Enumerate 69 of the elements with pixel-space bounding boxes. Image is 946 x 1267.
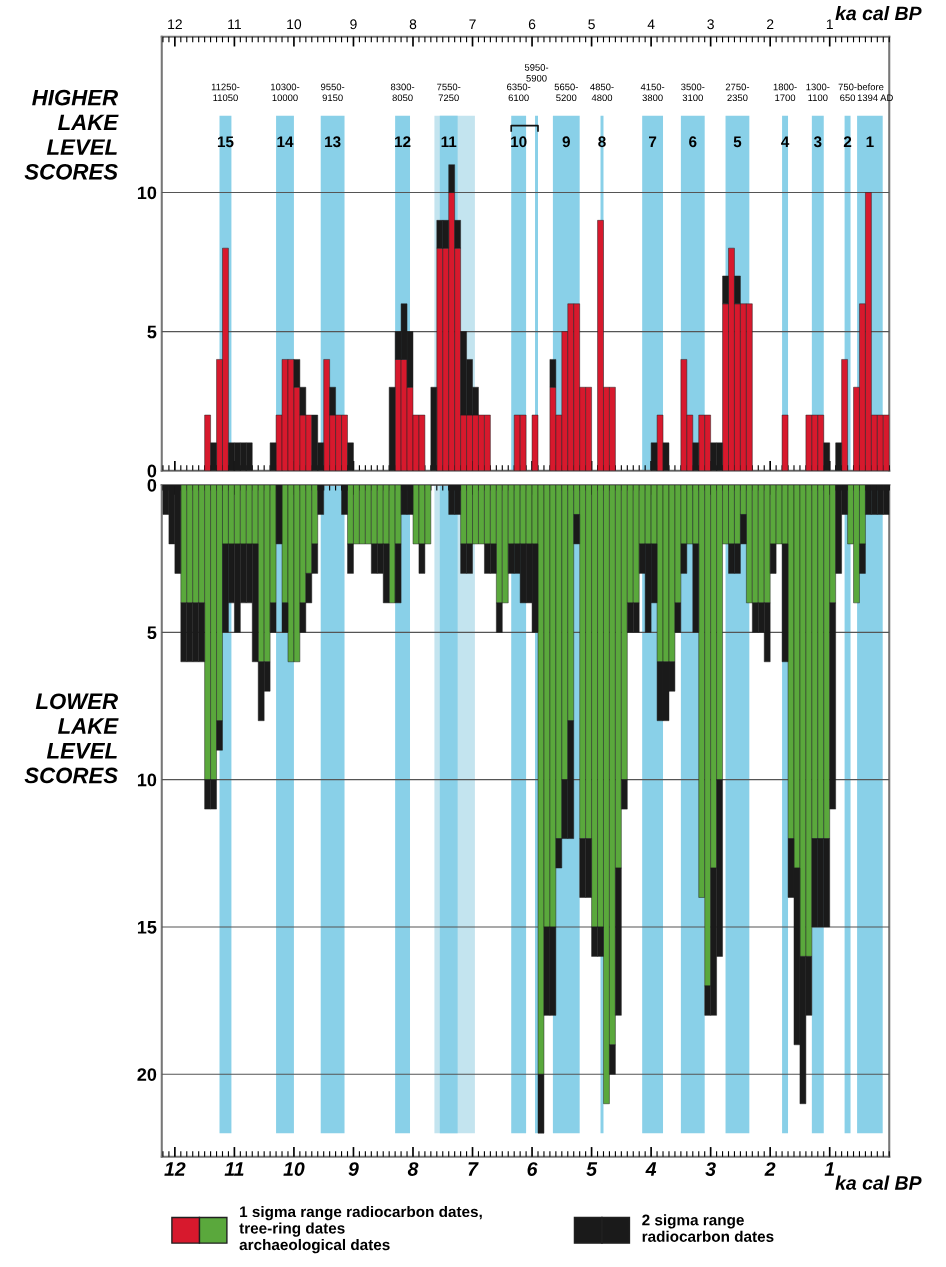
- x-tick-label: 1: [824, 1162, 835, 1176]
- band-label: 12: [395, 136, 411, 148]
- band-label: 5: [733, 136, 742, 148]
- band-label: 13: [325, 136, 341, 148]
- x-axis-title: ka cal BP: [835, 1175, 922, 1190]
- x-tick-label: 8: [409, 19, 417, 30]
- annotation: 7550- 7250: [437, 83, 461, 102]
- y-tick-label: 10: [137, 186, 157, 200]
- x-tick-label: 10: [283, 1162, 305, 1176]
- band-label: 1: [866, 136, 874, 148]
- x-tick-label: 3: [707, 19, 714, 30]
- annotation: 4850- 4800: [590, 83, 614, 102]
- annotation: 2750- 2350: [725, 83, 750, 102]
- x-tick-label: 12: [164, 1162, 186, 1176]
- annotation: 5950- 5900: [524, 64, 549, 82]
- y-tick-label: 15: [137, 921, 157, 934]
- annotation: 750- 650: [838, 83, 857, 102]
- y-tick-label: 20: [137, 1068, 157, 1081]
- x-tick-label: 1: [826, 19, 833, 29]
- legend-label: 1 sigma range radiocarbon dates, tree-ring dates archaeological dates: [239, 1205, 482, 1254]
- x-tick-label: 4: [647, 19, 655, 29]
- x-tick-label: 2: [764, 1162, 776, 1176]
- x-tick-label: 6: [528, 19, 536, 30]
- x-tick-label: 5: [588, 19, 595, 30]
- legend-label: 2 sigma range radiocarbon dates: [642, 1214, 774, 1242]
- x-tick-label: 7: [469, 19, 476, 29]
- x-tick-label: 8: [407, 1162, 419, 1176]
- x-tick-label: 11: [228, 19, 241, 29]
- x-axis-title: ka cal BP: [835, 5, 922, 21]
- band-label: 10: [511, 136, 527, 148]
- y-tick-label: 0: [147, 464, 157, 478]
- y-tick-label: 5: [147, 325, 157, 339]
- band-label: 8: [598, 136, 606, 148]
- x-tick-label: 3: [705, 1162, 716, 1176]
- x-tick-label: 12: [168, 19, 182, 29]
- annotation: 4150- 3800: [640, 83, 665, 102]
- band-label: 11: [441, 136, 457, 148]
- y-tick-label: 0: [147, 478, 157, 492]
- band-label: 9: [562, 136, 570, 148]
- x-tick-label: 7: [468, 1162, 479, 1176]
- band-label: 15: [217, 136, 234, 148]
- annotation: before 1394 AD: [857, 83, 893, 102]
- band-label: 3: [813, 136, 822, 148]
- band-label: 14: [277, 136, 294, 148]
- y-tick-label: 10: [137, 773, 157, 787]
- annotation: 9550- 9150: [320, 83, 345, 102]
- x-tick-label: 9: [350, 19, 357, 30]
- band-label: 7: [649, 136, 657, 148]
- x-tick-label: 2: [767, 19, 774, 29]
- annotation: 8300- 8050: [390, 83, 415, 102]
- band-label: 6: [689, 136, 697, 148]
- x-tick-label: 10: [287, 19, 302, 30]
- annotation: 1300- 1100: [806, 83, 830, 102]
- x-tick-label: 4: [645, 1162, 657, 1176]
- y-axis-title: LOWER LAKE LEVEL SCORES: [24, 693, 119, 784]
- annotation: 6350- 6100: [507, 83, 531, 102]
- y-tick-label: 5: [147, 626, 157, 640]
- x-tick-label: 11: [224, 1162, 244, 1176]
- annotation: 1800- 1700: [773, 83, 797, 102]
- annotation: 3500- 3100: [681, 83, 705, 102]
- y-axis-title: HIGHER LAKE LEVEL SCORES: [24, 89, 119, 180]
- band-label: 2: [843, 136, 852, 148]
- x-tick-label: 5: [586, 1162, 598, 1176]
- x-tick-label: 9: [348, 1162, 359, 1176]
- annotation: 5650- 5200: [554, 83, 578, 102]
- band-label: 4: [781, 136, 790, 148]
- x-tick-label: 6: [527, 1162, 538, 1176]
- annotation: 11250- 11050: [211, 83, 240, 102]
- annotation: 10300- 10000: [271, 83, 300, 102]
